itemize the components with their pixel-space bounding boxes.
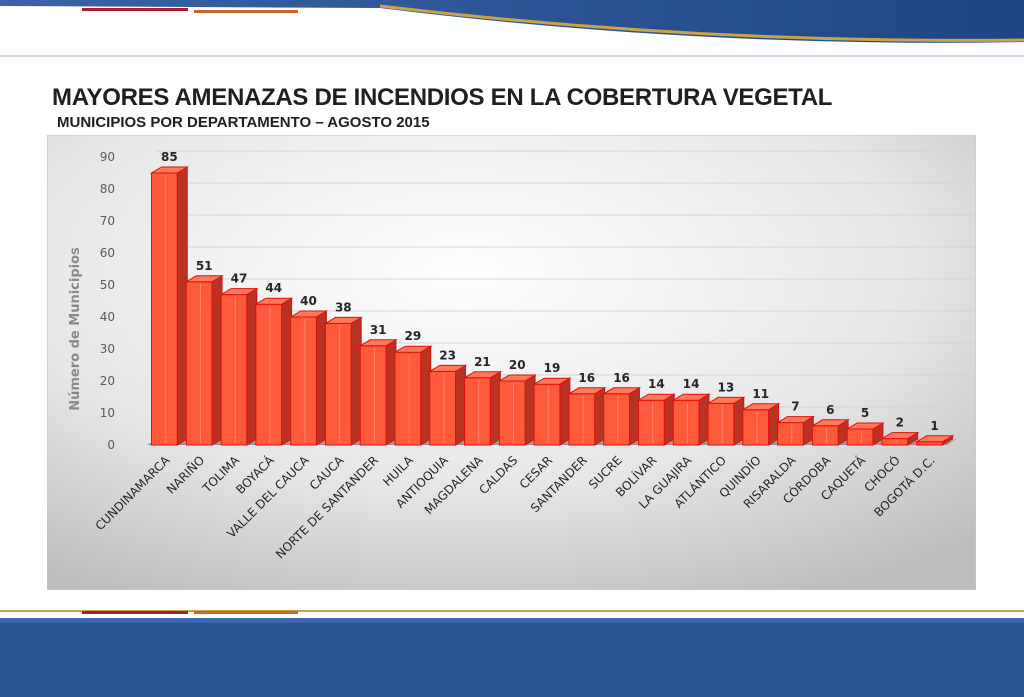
bar-value-label: 19	[544, 361, 561, 375]
bar	[671, 393, 711, 446]
bar-value-label: 29	[405, 329, 422, 343]
bar-value-label: 1	[930, 419, 938, 433]
bar	[706, 396, 746, 446]
bar	[567, 386, 607, 446]
y-tick-label: 80	[100, 182, 115, 196]
bar	[288, 310, 329, 446]
y-tick-label: 70	[100, 214, 115, 228]
bar	[149, 166, 190, 446]
bar	[601, 386, 642, 446]
y-tick-label: 50	[100, 278, 115, 292]
bar	[914, 434, 955, 446]
bar	[810, 418, 850, 446]
y-tick-label: 10	[100, 406, 115, 420]
y-tick-label: 0	[107, 438, 115, 452]
bar-value-label: 14	[648, 377, 665, 391]
bar	[532, 377, 572, 446]
bar	[775, 415, 816, 446]
bar-value-label: 14	[683, 377, 700, 391]
header-banner	[0, 0, 1024, 57]
bar-chart: 0 10 20 30 40 50 60 70 80 90 Número de Municipios…	[47, 135, 976, 590]
y-tick-label: 20	[100, 374, 115, 388]
y-tick-label: 60	[100, 246, 115, 260]
y-tick-label: 90	[100, 150, 115, 164]
bar-value-label: 21	[474, 355, 491, 369]
y-tick-label: 30	[100, 342, 115, 356]
bar-value-label: 16	[613, 371, 630, 385]
bar-value-label: 85	[161, 150, 178, 164]
y-tick-label: 40	[100, 310, 115, 324]
chart-area: 0 10 20 30 40 50 60 70 80 90 Número de Municipios…	[47, 135, 976, 590]
bar	[254, 297, 294, 446]
bar	[636, 393, 677, 446]
y-axis-label: Número de Municipios	[68, 247, 83, 411]
footer-banner	[0, 610, 1024, 697]
bar-value-label: 23	[439, 348, 456, 362]
bar	[358, 338, 398, 446]
bar	[393, 345, 433, 446]
bar	[427, 364, 468, 446]
page-title: MAYORES AMENAZAS DE INCENDIOS EN LA COBE…	[52, 84, 833, 111]
bar-value-label: 20	[509, 358, 526, 372]
bar-value-label: 47	[231, 272, 248, 286]
bar-value-label: 16	[578, 371, 595, 385]
bar	[184, 274, 224, 446]
bar	[845, 422, 885, 446]
bar-value-label: 2	[896, 416, 904, 430]
bar-value-label: 7	[791, 400, 799, 414]
bar	[880, 431, 920, 446]
bar-value-label: 38	[335, 300, 352, 314]
bar	[741, 402, 781, 446]
bar-value-label: 13	[718, 380, 735, 394]
bar	[462, 370, 503, 446]
bar	[219, 287, 259, 446]
bar	[323, 316, 363, 446]
bar-value-label: 40	[300, 294, 317, 308]
bar-value-label: 11	[752, 387, 769, 401]
bar-value-label: 5	[861, 406, 869, 420]
page-subtitle: MUNICIPIOS POR DEPARTAMENTO – AGOSTO 201…	[57, 114, 430, 131]
bar-value-label: 6	[826, 403, 834, 417]
bar-value-label: 31	[370, 323, 387, 337]
bar	[497, 374, 537, 446]
bar-value-label: 44	[265, 281, 282, 295]
bar-value-label: 51	[196, 259, 213, 273]
